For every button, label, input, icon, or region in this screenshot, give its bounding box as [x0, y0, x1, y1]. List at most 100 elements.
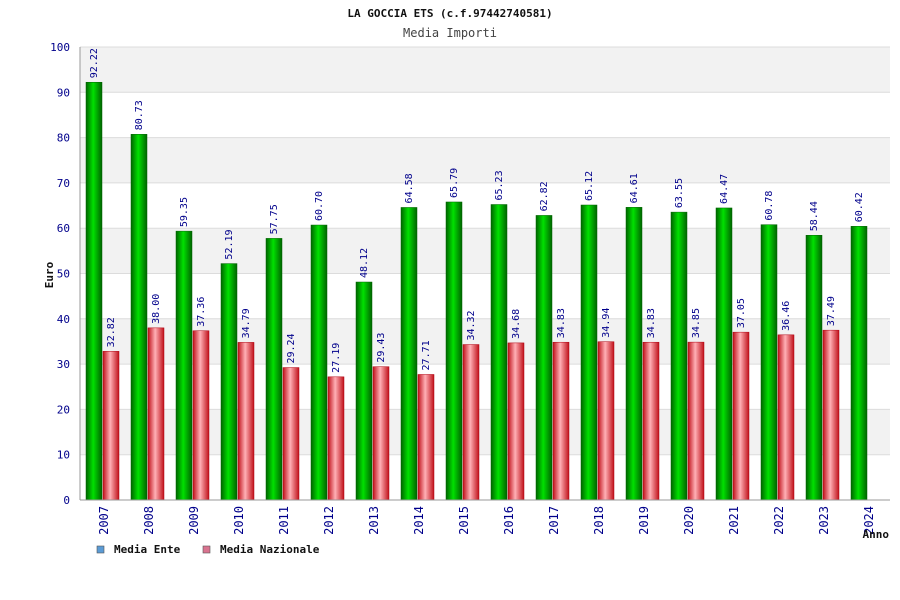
- data-label: 60.78: [764, 191, 775, 221]
- y-tick-label: 30: [57, 358, 70, 371]
- bar-media-nazionale-2023: [822, 329, 840, 501]
- bar-media-nazionale-2022: [777, 334, 795, 501]
- data-label: 48.12: [359, 248, 370, 278]
- bar-media-ente-2023: [805, 235, 823, 501]
- data-label: 59.35: [179, 197, 190, 227]
- bar-media-nazionale-2012: [327, 376, 345, 501]
- plot-background: [80, 47, 890, 455]
- x-tick-label: 2018: [592, 506, 606, 535]
- x-axis-label: Anno: [863, 528, 890, 541]
- x-tick-label: 2021: [727, 506, 741, 535]
- x-tick-label: 2017: [547, 506, 561, 535]
- grid-lines: [80, 46, 890, 501]
- bar-media-nazionale-2010: [237, 342, 255, 501]
- data-label: 65.79: [449, 168, 460, 198]
- bar-media-nazionale-2008: [147, 327, 165, 501]
- data-label: 63.55: [674, 178, 685, 208]
- grid-band: [80, 409, 890, 455]
- data-label: 36.46: [781, 301, 792, 331]
- y-tick-label: 80: [57, 132, 70, 145]
- bar-media-nazionale-2009: [192, 330, 210, 501]
- bar-media-ente-2019: [625, 207, 643, 501]
- y-tick-label: 20: [57, 403, 70, 416]
- chart-title: LA GOCCIA ETS (c.f.97442740581): [347, 7, 552, 20]
- y-tick-label: 70: [57, 177, 70, 190]
- bar-media-nazionale-2011: [282, 367, 300, 501]
- bar-media-ente-2022: [760, 224, 778, 501]
- bar-media-ente-2013: [355, 281, 373, 501]
- legend-label-media-ente: Media Ente: [114, 543, 181, 556]
- legend-label-media-nazionale: Media Nazionale: [220, 543, 320, 556]
- x-tick-label: 2019: [637, 506, 651, 535]
- data-label: 64.61: [629, 173, 640, 203]
- bar-media-ente-2014: [400, 207, 418, 501]
- grid-band: [80, 137, 890, 183]
- bar-media-ente-2012: [310, 224, 328, 501]
- bar-media-nazionale-2018: [597, 341, 615, 501]
- legend: Media Ente Media Nazionale: [96, 543, 320, 556]
- data-label: 52.19: [224, 229, 235, 259]
- x-tick-label: 2015: [457, 506, 471, 535]
- bar-media-nazionale-2020: [687, 341, 705, 501]
- x-tick-label: 2012: [322, 506, 336, 535]
- x-tick-label: 2007: [97, 506, 111, 535]
- y-tick-label: 60: [57, 222, 70, 235]
- bar-media-nazionale-2007: [102, 351, 120, 501]
- y-tick-label: 50: [57, 268, 70, 281]
- bar-media-nazionale-2014: [417, 374, 435, 501]
- bar-media-ente-2020: [670, 211, 688, 501]
- x-tick-label: 2013: [367, 506, 381, 535]
- x-tick-label: 2010: [232, 506, 246, 535]
- chart-subtitle: Media Importi: [403, 26, 497, 40]
- bar-media-nazionale-2013: [372, 366, 390, 501]
- grid-band: [80, 47, 890, 93]
- data-label: 62.82: [539, 181, 550, 211]
- bar-media-ente-2024: [850, 226, 868, 501]
- y-tick-label: 90: [57, 86, 70, 99]
- y-tick-label: 0: [63, 494, 70, 507]
- data-label: 34.85: [691, 308, 702, 338]
- grid-band: [80, 318, 890, 365]
- bar-media-ente-2017: [535, 215, 553, 501]
- data-label: 64.47: [719, 174, 730, 204]
- bar-media-nazionale-2021: [732, 331, 750, 501]
- x-tick-label: 2014: [412, 506, 426, 535]
- data-label: 29.24: [286, 333, 297, 363]
- legend-swatch-media-nazionale: [202, 545, 211, 554]
- data-label: 27.19: [331, 343, 342, 373]
- bar-media-ente-2007: [85, 81, 103, 501]
- x-tick-label: 2020: [682, 506, 696, 535]
- data-label: 34.79: [241, 308, 252, 338]
- x-tick-label: 2011: [277, 506, 291, 535]
- data-label: 32.82: [106, 317, 117, 347]
- bar-media-ente-2021: [715, 207, 733, 501]
- data-label: 34.83: [556, 308, 567, 338]
- data-label: 34.68: [511, 309, 522, 339]
- data-label: 58.44: [809, 201, 820, 231]
- bar-media-ente-2010: [220, 263, 238, 501]
- y-tick-label: 100: [50, 41, 70, 54]
- bars: [85, 81, 868, 501]
- data-label: 37.36: [196, 297, 207, 327]
- bar-media-ente-2015: [445, 201, 463, 501]
- data-label: 38.00: [151, 294, 162, 324]
- bar-media-ente-2016: [490, 204, 508, 501]
- grid-band: [80, 228, 890, 274]
- bar-media-nazionale-2015: [462, 344, 480, 501]
- bar-media-ente-2018: [580, 204, 598, 501]
- x-tick-label: 2023: [817, 506, 831, 535]
- data-label: 34.83: [646, 308, 657, 338]
- data-label: 65.12: [584, 171, 595, 201]
- data-label: 34.32: [466, 310, 477, 340]
- y-tick-label: 10: [57, 449, 70, 462]
- data-label: 80.73: [134, 100, 145, 130]
- data-label: 60.42: [854, 192, 865, 222]
- x-tick-label: 2016: [502, 506, 516, 535]
- data-labels: 92.22 32.82 80.73 38.00 59.35 37.36 52.19 34.79…: [89, 48, 865, 373]
- data-label: 37.49: [826, 296, 837, 326]
- legend-swatch-media-ente: [96, 545, 105, 554]
- bar-media-ente-2011: [265, 238, 283, 501]
- bar-media-ente-2009: [175, 230, 193, 501]
- x-tick-label: 2008: [142, 506, 156, 535]
